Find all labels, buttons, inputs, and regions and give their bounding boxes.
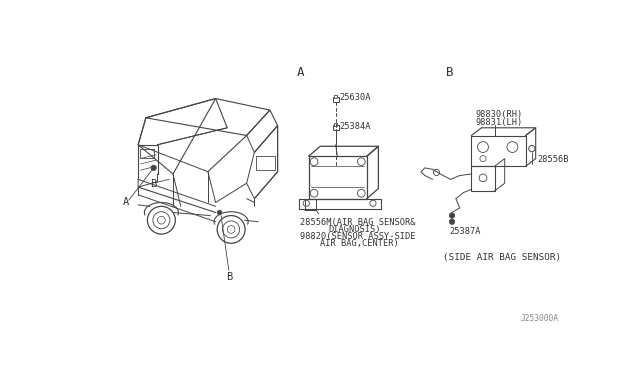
- Circle shape: [449, 213, 454, 218]
- Text: 25630A: 25630A: [340, 93, 371, 102]
- Text: AIR BAG,CENTER): AIR BAG,CENTER): [320, 239, 399, 248]
- Text: 98820(SENSOR ASSY-SIDE: 98820(SENSOR ASSY-SIDE: [300, 232, 415, 241]
- Text: B: B: [446, 66, 453, 79]
- Text: 98831(LH): 98831(LH): [476, 118, 522, 127]
- Text: 25384A: 25384A: [340, 122, 371, 131]
- Text: J253000A: J253000A: [521, 314, 559, 323]
- Text: 25387A: 25387A: [450, 227, 481, 236]
- Bar: [333, 125, 339, 130]
- Bar: [334, 123, 337, 126]
- Text: 28556M(AIR BAG SENSOR&: 28556M(AIR BAG SENSOR&: [300, 218, 415, 227]
- Text: 28556B: 28556B: [537, 155, 569, 164]
- Bar: [333, 97, 339, 102]
- Text: 98830(RH): 98830(RH): [476, 110, 522, 119]
- Text: A: A: [297, 66, 305, 79]
- Circle shape: [151, 165, 156, 170]
- Circle shape: [449, 219, 454, 224]
- Text: A: A: [123, 197, 129, 207]
- Bar: [334, 95, 337, 98]
- Text: DIAGNOSIS): DIAGNOSIS): [328, 225, 381, 234]
- Bar: [256, 156, 275, 170]
- Circle shape: [217, 210, 222, 215]
- Text: B: B: [226, 272, 232, 282]
- Bar: [140, 148, 154, 158]
- Text: (SIDE AIR BAG SENSOR): (SIDE AIR BAG SENSOR): [443, 253, 561, 262]
- Text: B: B: [150, 179, 156, 189]
